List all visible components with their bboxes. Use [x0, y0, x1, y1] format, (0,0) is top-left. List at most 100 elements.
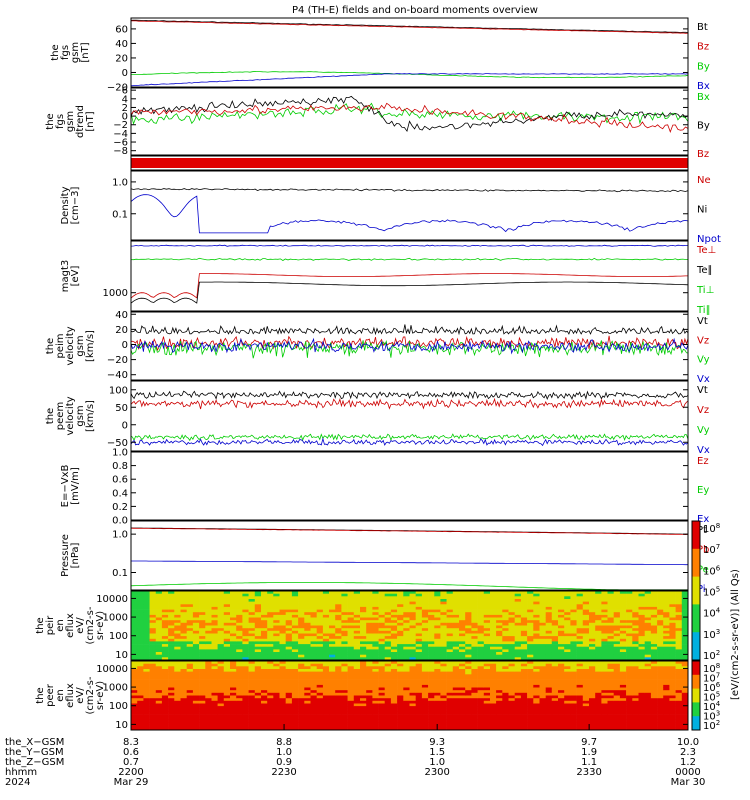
svg-text:sr-eV): sr-eV) — [95, 611, 106, 640]
colorbar-cell — [692, 593, 700, 598]
colorbar-cell — [692, 695, 700, 698]
temperature-legend-Ti⊥: Ti⊥ — [696, 285, 714, 296]
colorbar-cell — [692, 721, 700, 724]
pressure-frame — [130, 520, 689, 591]
colorbars: 1081071061051041031021081071061051041031… — [691, 520, 741, 732]
colorbar-tick: 103 — [703, 628, 720, 641]
colorbar-cell — [692, 653, 700, 658]
fgs-gsm-bt-line — [130, 19, 689, 33]
fgs-gsm-dtrend-legend-Bz: Bz — [697, 149, 709, 160]
peim-velocity-ytick: −20 — [107, 355, 128, 366]
svg-text:(cm2-s-: (cm2-s- — [85, 606, 96, 644]
x-row-value: 9.7 — [581, 737, 597, 748]
colorbar-cell — [692, 580, 700, 585]
colorbar-cell — [692, 664, 700, 667]
peim-velocity-legend-Vz: Vz — [697, 335, 709, 346]
temperature-frame — [130, 240, 689, 312]
fgs-gsm-dtrend-ytick: −8 — [113, 146, 128, 157]
svg-text:peem: peem — [55, 402, 66, 430]
colorbar-cell — [692, 698, 700, 702]
fgs-gsm-ylabel: the fgs gsm [nT] — [50, 42, 91, 63]
colorbar-cell — [692, 548, 700, 553]
peem-velocity-ytick: −50 — [107, 438, 128, 449]
colorbar-cell — [692, 639, 700, 644]
x-row-value: 2300 — [424, 767, 449, 778]
peem-velocity-frame — [130, 380, 689, 452]
colorbar-cell — [692, 521, 700, 525]
colorbar-cell — [692, 666, 700, 669]
peem-velocity-legend-Vz: Vz — [697, 405, 709, 416]
fgs-gsm-ytick: 0 — [122, 68, 128, 79]
colorbar-tick: 108 — [703, 662, 720, 675]
colorbar-tick: 102 — [703, 649, 720, 662]
peim-velocity-ylabel: the peim velocity gsm [km/s] — [45, 326, 96, 365]
svg-text:eV/: eV/ — [75, 617, 86, 634]
svg-text:[mV/m]: [mV/m] — [70, 467, 81, 505]
panel-pressure: 1.0 0.1 Pressure [nPa] Pt Pb Pe Pi — [60, 520, 709, 595]
colorbar-cell — [692, 590, 700, 595]
svg-text:[cm−3]: [cm−3] — [70, 187, 81, 225]
x-axis-annotations: the_X−GSM 8.3 8.8 9.3 9.7 10.0 the_Y−GSM 0.6 1.0… — [5, 724, 705, 788]
peem-velocity-vy-line — [130, 433, 689, 442]
peim-velocity-frame — [130, 311, 689, 381]
colorbar-tick: 106 — [703, 681, 721, 694]
colorbar-cell — [692, 709, 700, 712]
peir-spec-ylabel: the peir en eflux eV/(cm2-s-sr-eV) — [35, 606, 106, 644]
colorbar-tick: 105 — [703, 586, 720, 599]
x-row-value: 1.1 — [581, 757, 597, 768]
colorbar-cell — [692, 559, 700, 564]
colorbar-cell — [692, 681, 700, 684]
pressure-pi-line — [130, 582, 688, 591]
x-row-value: 0.9 — [276, 757, 292, 768]
temperature-tipar-line — [130, 257, 689, 261]
colorbar-cell — [692, 712, 700, 715]
peim-velocity-vx-line — [130, 337, 689, 355]
svg-text:dtrend: dtrend — [75, 105, 86, 138]
fgs-gsm-dtrend-ylabel: the fgs gsm dtrend [nT] — [45, 105, 96, 138]
peir-spec-frame — [130, 590, 689, 661]
fgs-gsm-ytick: 60 — [115, 24, 128, 35]
colorbar-cell — [692, 621, 700, 626]
efield-ylabel: E=−VxB [mV/m] — [60, 465, 81, 508]
colorbar-tick: 107 — [703, 543, 720, 556]
x-row-value: 2330 — [576, 767, 601, 778]
colorbar-cell — [692, 671, 700, 674]
svg-text:peir: peir — [45, 615, 56, 635]
x-row-value: Mar 30 — [671, 777, 706, 788]
colorbar-cell — [692, 566, 700, 571]
colorbar-cell — [692, 717, 700, 721]
colorbar-frame — [691, 520, 701, 661]
colorbar-cell — [692, 656, 700, 661]
colorbar-cell — [692, 618, 700, 623]
efield-ytick: 0.4 — [112, 488, 128, 499]
svg-text:gsm: gsm — [75, 335, 86, 356]
svg-text:the: the — [45, 408, 56, 424]
fgs-gsm-ytick: 20 — [115, 53, 128, 64]
colorbar-cell — [692, 688, 700, 691]
peer-spec-ytick: 10000 — [96, 664, 128, 675]
fgs-gsm-ytick: 40 — [115, 39, 128, 50]
density-legend-Ne: Ne — [697, 175, 711, 186]
x-row-value: 0.6 — [123, 747, 139, 758]
svg-text:gsm: gsm — [70, 42, 81, 63]
colorbar-cell — [692, 707, 700, 710]
fgs-gsm-dtrend-ytick: −6 — [113, 138, 128, 149]
fgs-gsm-dtrend-legend-Bx: Bx — [697, 92, 710, 103]
colorbar-cell — [692, 705, 700, 709]
pressure-ytick: 1.0 — [112, 530, 128, 541]
peer-spec-frame — [130, 660, 689, 731]
red-flag-band-frame — [130, 155, 689, 171]
x-row-value: 10.0 — [677, 737, 699, 748]
svg-text:en: en — [55, 619, 66, 632]
colorbar-cell — [692, 704, 700, 707]
colorbar-cell — [692, 604, 700, 609]
fgs-gsm-legend-Bt: Bt — [697, 22, 708, 33]
peim-velocity-ytick: −40 — [107, 370, 128, 381]
density-ytick: 0.1 — [112, 209, 128, 220]
svg-text:[nT]: [nT] — [80, 42, 91, 62]
x-row-value: 2230 — [271, 767, 296, 778]
colorbar-cell — [692, 531, 700, 536]
fgs-gsm-dtrend-dby-line — [130, 95, 689, 133]
